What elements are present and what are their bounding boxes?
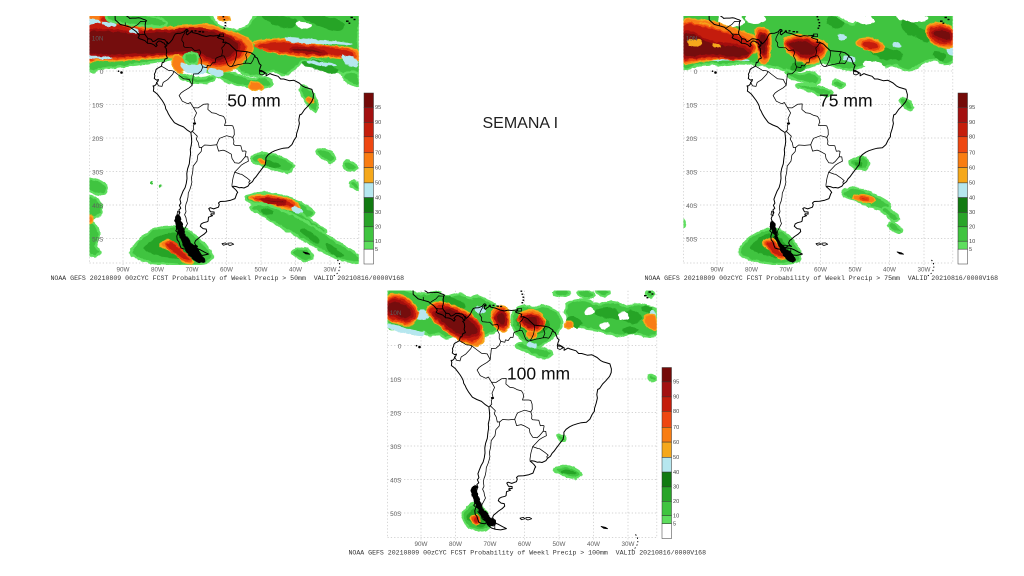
- svg-text:50 mm: 50 mm: [227, 91, 280, 111]
- svg-text:75 mm: 75 mm: [819, 91, 872, 111]
- svg-text:SEMANA I: SEMANA I: [483, 115, 559, 132]
- svg-text:100 mm: 100 mm: [507, 364, 570, 384]
- svg-text:NOAA GEFS 20210809 00zCYC FCST: NOAA GEFS 20210809 00zCYC FCST Probabili…: [645, 275, 999, 282]
- svg-text:NOAA GEFS 20210809 00zCYC FCST: NOAA GEFS 20210809 00zCYC FCST Probabili…: [51, 275, 405, 282]
- svg-text:NOAA GEFS 20210809 00zCYC FCST: NOAA GEFS 20210809 00zCYC FCST Probabili…: [349, 549, 707, 556]
